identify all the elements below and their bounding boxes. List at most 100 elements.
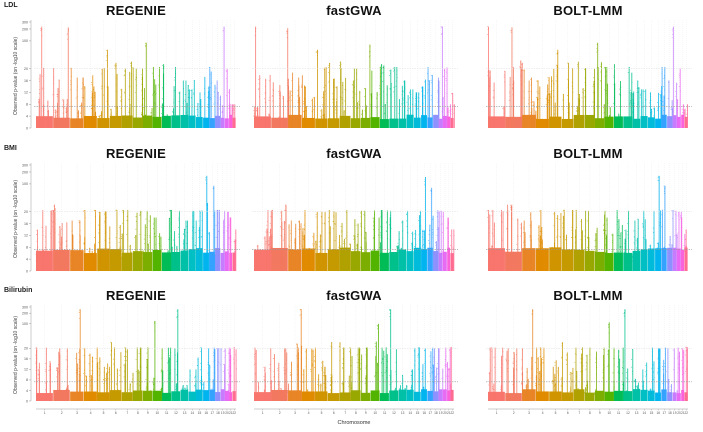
snp-point: [427, 89, 429, 91]
snp-point: [437, 80, 439, 81]
chromosome-3-points: [69, 67, 84, 128]
snp-point: [93, 89, 94, 90]
snp-point: [529, 79, 531, 81]
snp-point: [494, 366, 496, 368]
spike: [386, 85, 388, 128]
snp-point: [379, 85, 380, 87]
snp-point: [536, 91, 538, 93]
snp-point: [312, 109, 314, 111]
snp-point: [361, 110, 363, 112]
snp-point: [325, 84, 327, 86]
spike: [283, 96, 284, 128]
spike: [504, 70, 506, 128]
snp-point: [173, 98, 175, 100]
snp-point: [53, 76, 55, 78]
snp-point: [504, 70, 505, 72]
snp-point: [438, 82, 439, 84]
chromosome-9-base: [142, 115, 153, 128]
snp-point: [364, 88, 366, 90]
snp-point: [503, 108, 505, 110]
snp-point: [417, 108, 419, 110]
snp-point: [90, 104, 92, 106]
spike: [124, 68, 126, 128]
spike: [528, 80, 530, 128]
snp-point: [499, 392, 501, 394]
snp-point: [258, 88, 260, 90]
snp-point: [451, 93, 453, 95]
snp-point: [187, 96, 189, 98]
snp-point: [286, 30, 288, 32]
snp-point: [539, 349, 541, 350]
snp-point: [512, 361, 514, 363]
snp-point: [341, 97, 343, 99]
snp-point: [521, 83, 522, 85]
spike: [288, 85, 289, 128]
snp-point: [509, 98, 511, 100]
spike: [340, 68, 342, 128]
snp-point: [526, 371, 528, 373]
snp-point: [100, 115, 102, 117]
spike: [92, 75, 94, 128]
snp-point: [489, 382, 490, 384]
spike: [343, 110, 345, 128]
snp-point: [46, 104, 48, 106]
snp-point: [186, 112, 188, 114]
snp-point: [440, 26, 442, 28]
snp-point: [53, 94, 55, 96]
chromosome-20-points: [224, 68, 231, 128]
snp-point: [509, 90, 511, 92]
snp-point: [269, 96, 271, 98]
snp-point: [325, 93, 327, 95]
snp-point: [520, 77, 522, 79]
snp-point: [207, 91, 209, 93]
snp-point: [401, 90, 403, 92]
spike: [422, 86, 424, 128]
snp-point: [489, 72, 491, 73]
snp-point: [94, 97, 96, 99]
snp-point: [67, 38, 68, 40]
snp-point: [329, 63, 331, 65]
snp-point: [516, 370, 518, 372]
snp-point: [63, 107, 65, 109]
spike: [357, 102, 359, 128]
snp-point: [352, 97, 354, 99]
snp-point: [221, 110, 223, 112]
chromosome-5-base: [315, 118, 328, 128]
snp-point: [233, 112, 235, 114]
snp-point: [161, 109, 163, 111]
snp-point: [371, 96, 373, 98]
snp-point: [225, 77, 227, 79]
snp-point: [68, 28, 70, 30]
snp-point: [521, 91, 523, 93]
snp-point: [215, 87, 217, 89]
snp-point: [492, 96, 494, 98]
snp-point: [550, 91, 552, 92]
snp-point: [437, 91, 439, 93]
snp-point: [230, 114, 232, 116]
snp-point: [527, 383, 529, 385]
snp-point: [258, 83, 260, 85]
snp-point: [410, 94, 412, 96]
snp-point: [191, 104, 193, 106]
chromosome-19-base: [438, 118, 443, 128]
spike: [418, 92, 420, 128]
snp-point: [226, 81, 228, 83]
spike: [101, 111, 102, 128]
chromosome-21-base: [447, 116, 451, 128]
snp-point: [62, 107, 64, 109]
y-tick-label: 0: [26, 126, 28, 130]
spike: [186, 102, 188, 128]
spike: [175, 66, 176, 128]
snp-point: [188, 85, 189, 87]
spike: [441, 26, 443, 128]
snp-point: [278, 104, 280, 106]
snp-point: [123, 75, 125, 77]
snp-point: [279, 90, 281, 92]
spike: [537, 357, 539, 401]
snp-point: [534, 111, 536, 113]
spike: [226, 68, 228, 128]
snp-point: [358, 103, 360, 105]
snp-point: [409, 106, 411, 108]
spike: [513, 80, 515, 128]
spike: [324, 67, 326, 128]
